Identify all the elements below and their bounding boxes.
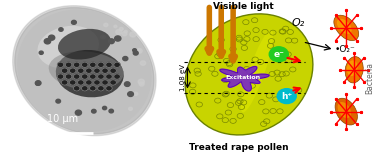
Circle shape [66,74,71,79]
Circle shape [133,51,138,55]
Circle shape [78,80,84,85]
Circle shape [91,109,96,113]
Circle shape [114,62,120,67]
Circle shape [70,80,76,85]
Circle shape [74,74,79,79]
Circle shape [114,74,120,79]
Circle shape [133,49,136,52]
Circle shape [137,50,141,52]
Ellipse shape [347,60,358,76]
Ellipse shape [58,29,111,60]
Text: 1.08 eV: 1.08 eV [180,64,186,91]
Circle shape [124,30,127,33]
Circle shape [66,62,71,67]
Circle shape [138,79,144,84]
Circle shape [108,39,114,44]
Circle shape [74,86,79,91]
Circle shape [90,86,96,91]
Circle shape [94,80,100,85]
Circle shape [36,81,41,85]
Circle shape [90,74,96,79]
Circle shape [82,86,88,91]
Circle shape [140,61,146,65]
Circle shape [71,20,76,24]
Circle shape [102,106,107,110]
Text: Bacteria: Bacteria [366,62,375,93]
Circle shape [136,49,142,53]
Circle shape [109,109,113,113]
Circle shape [59,28,63,31]
Circle shape [128,92,133,96]
Circle shape [62,68,68,73]
Circle shape [139,82,144,86]
Circle shape [86,80,92,85]
Circle shape [116,30,122,34]
Circle shape [86,68,92,73]
Circle shape [57,74,64,79]
Ellipse shape [185,14,313,135]
Circle shape [106,74,112,79]
Circle shape [115,36,121,41]
Text: Treated rape pollen: Treated rape pollen [189,143,289,152]
Circle shape [102,68,108,73]
Circle shape [122,32,127,36]
Ellipse shape [345,57,363,83]
Circle shape [104,23,108,27]
Circle shape [75,110,82,115]
Circle shape [62,80,68,85]
Circle shape [44,39,51,44]
Ellipse shape [37,26,99,68]
Circle shape [56,99,60,103]
Circle shape [98,62,104,67]
Ellipse shape [338,102,351,118]
Circle shape [130,32,136,37]
Polygon shape [220,66,269,91]
Text: h⁺: h⁺ [281,92,292,101]
Circle shape [135,50,138,53]
Circle shape [82,62,88,67]
Circle shape [90,62,96,67]
Ellipse shape [49,51,124,90]
Circle shape [110,80,116,85]
Circle shape [70,68,76,73]
Circle shape [48,35,55,40]
Ellipse shape [335,98,357,125]
Circle shape [39,51,43,54]
Ellipse shape [56,50,124,97]
Circle shape [129,107,132,110]
Circle shape [110,68,116,73]
Polygon shape [15,8,154,134]
Circle shape [119,27,123,31]
Circle shape [106,86,112,91]
Ellipse shape [241,30,273,113]
Text: 10 μm: 10 μm [47,114,78,124]
Polygon shape [18,10,151,131]
Circle shape [277,89,296,104]
Circle shape [78,68,84,73]
Circle shape [106,62,112,67]
Circle shape [114,25,117,28]
Text: O₂: O₂ [292,18,305,28]
Circle shape [94,68,100,73]
Circle shape [124,82,130,86]
Text: •O₂⁻: •O₂⁻ [334,45,355,54]
Text: e⁻: e⁻ [273,50,284,59]
Circle shape [82,74,88,79]
Circle shape [98,74,104,79]
Ellipse shape [337,19,352,34]
Circle shape [74,62,79,67]
Polygon shape [13,6,156,136]
Circle shape [57,62,64,67]
Circle shape [36,82,39,85]
Circle shape [98,86,104,91]
Circle shape [269,47,288,62]
Circle shape [123,57,128,61]
Circle shape [101,35,105,39]
Text: Visible light: Visible light [213,2,273,11]
Ellipse shape [334,15,359,41]
Circle shape [102,80,108,85]
Circle shape [134,92,138,95]
Text: Excitation: Excitation [226,75,260,80]
